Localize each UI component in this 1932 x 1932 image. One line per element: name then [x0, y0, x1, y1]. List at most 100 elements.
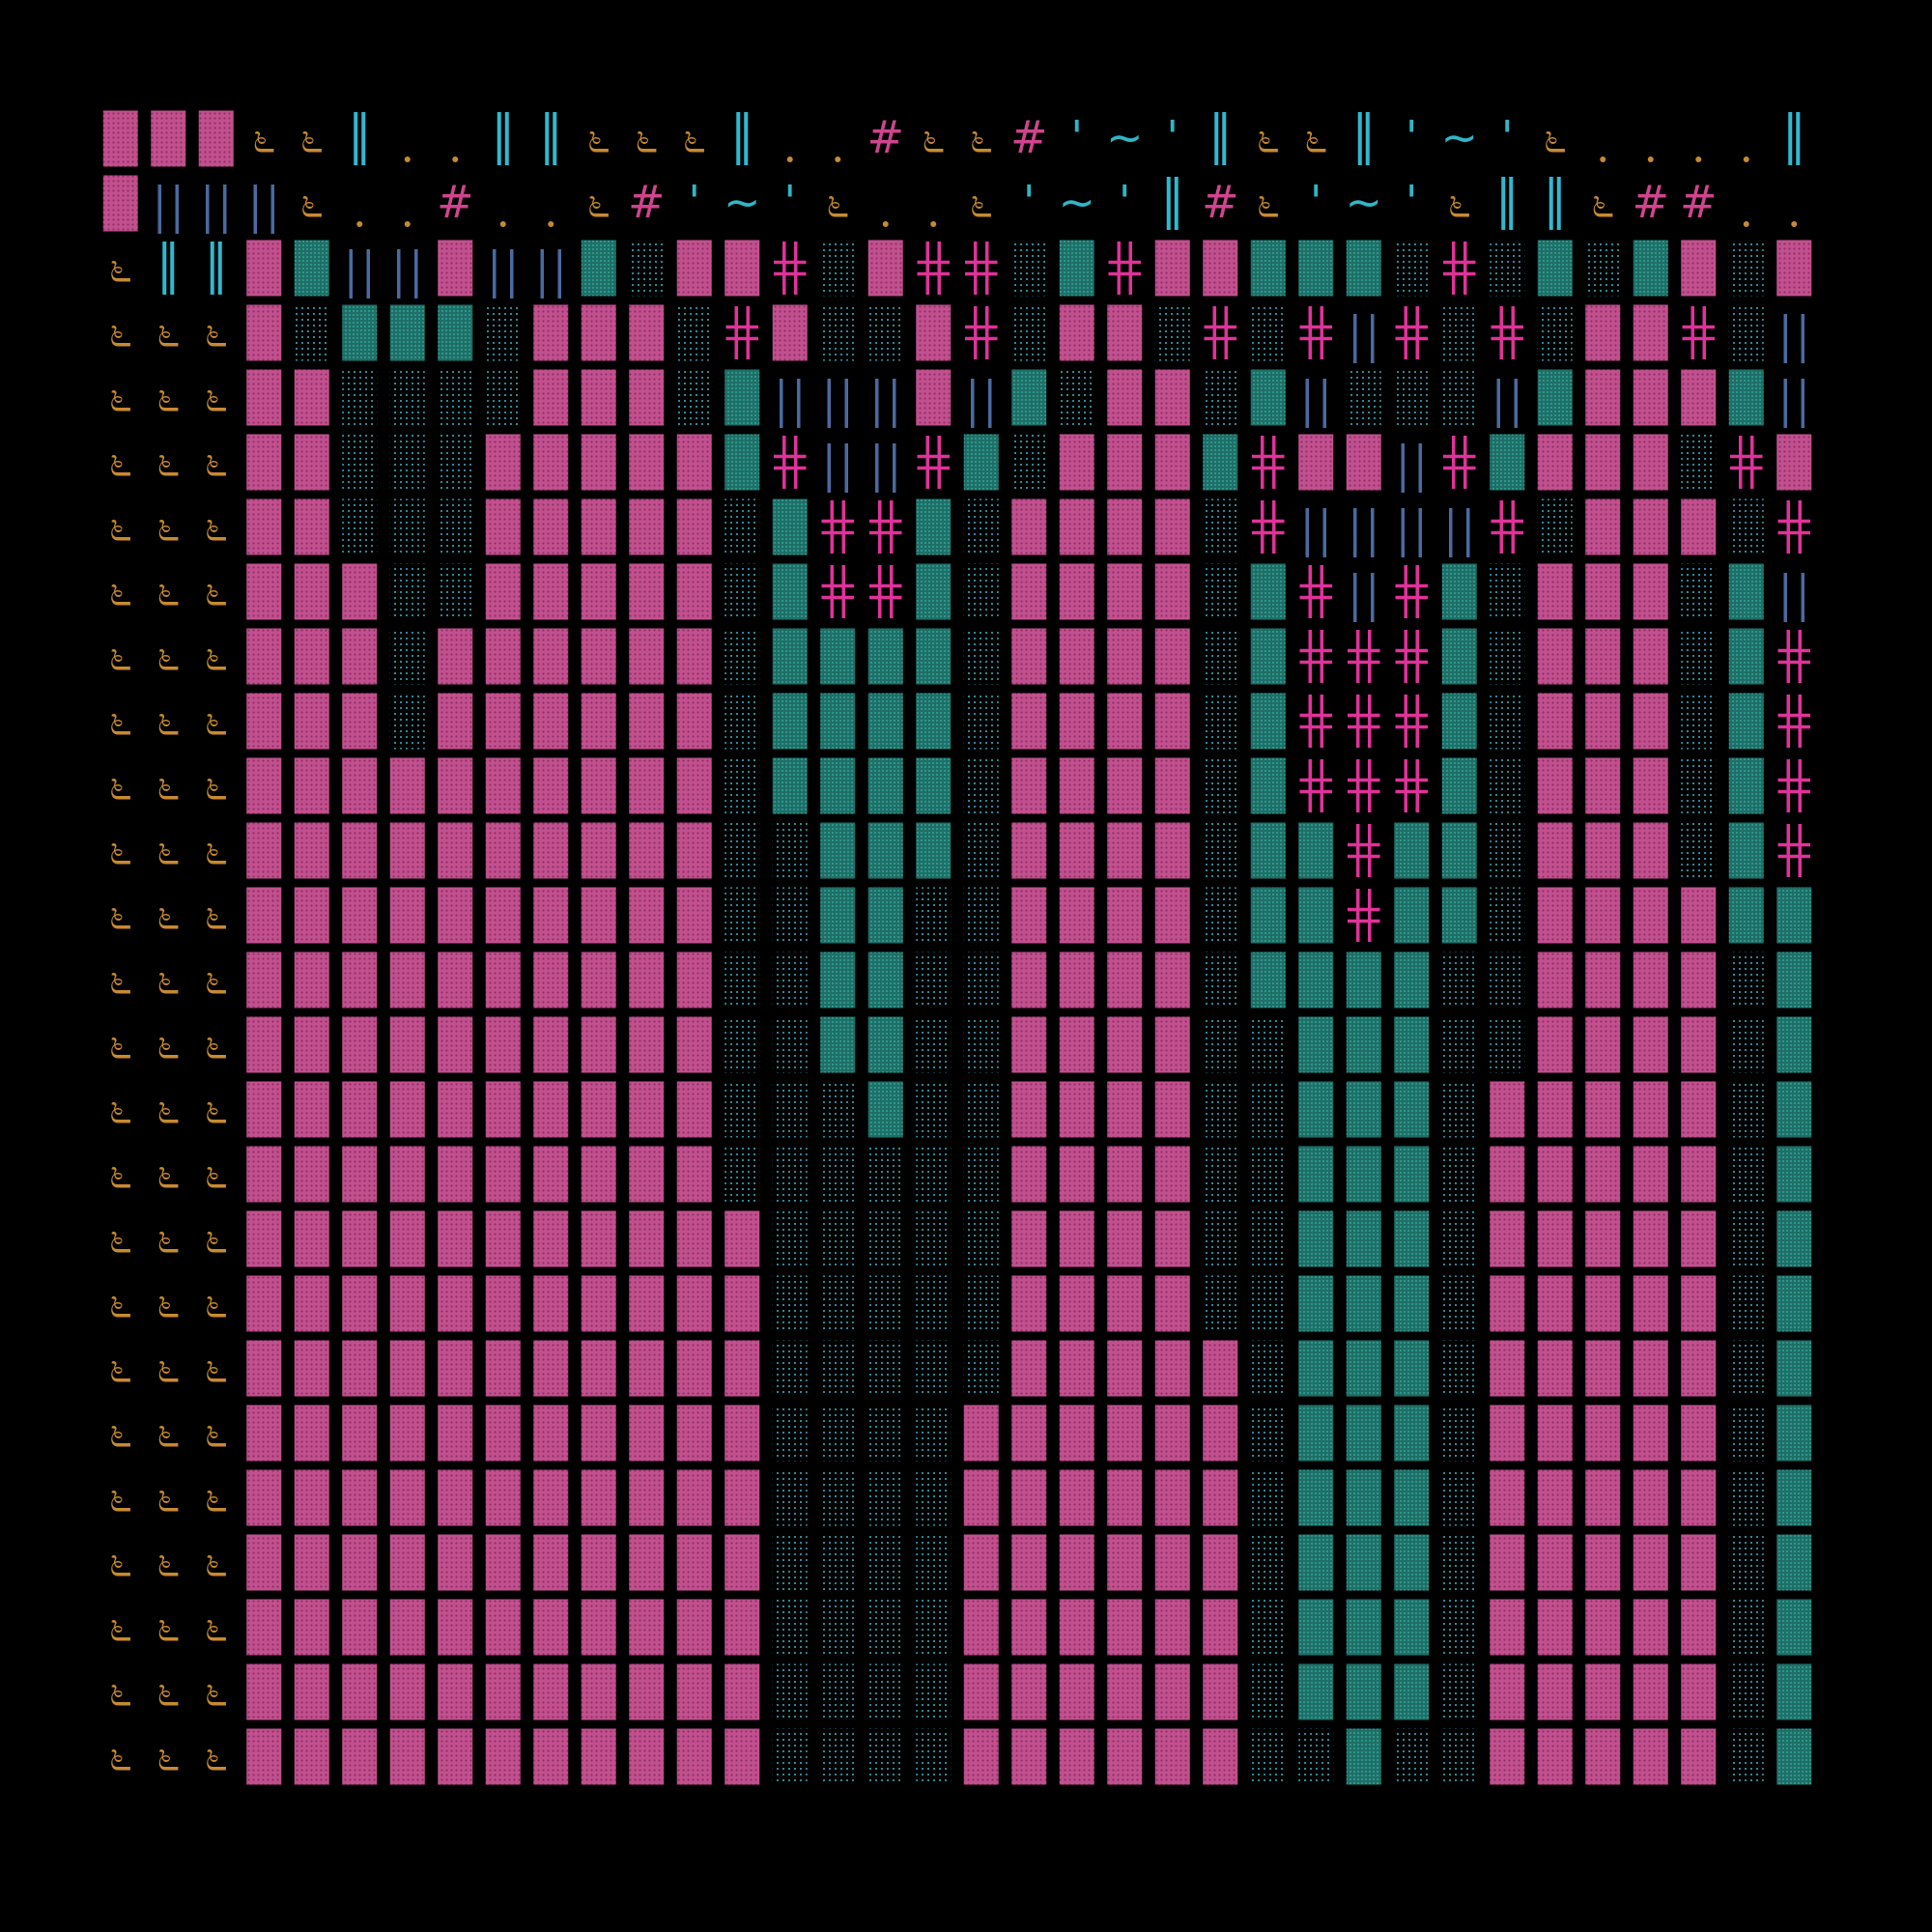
mosaic-cell	[1776, 952, 1812, 1009]
mosaic-cell	[438, 1210, 473, 1267]
mosaic-cell: ೬	[922, 114, 946, 163]
mosaic-cell	[294, 1469, 329, 1526]
mosaic-cell	[1728, 369, 1764, 426]
mosaic-cell	[533, 628, 569, 685]
mosaic-cell	[772, 498, 808, 555]
mosaic-cell	[1585, 628, 1621, 685]
mosaic-cell	[1203, 1340, 1238, 1397]
mosaic-cell: ೬	[204, 955, 228, 1005]
mosaic-cell	[1441, 1469, 1477, 1526]
mosaic-cell: '	[688, 176, 700, 228]
mosaic-cell	[867, 1663, 903, 1720]
mosaic-cell	[1681, 369, 1717, 426]
mosaic-cell	[1585, 1146, 1621, 1203]
mosaic-cell	[772, 1146, 808, 1203]
mosaic-cell	[1647, 156, 1654, 162]
mosaic-cell	[294, 1016, 329, 1073]
mosaic-cell	[1059, 1210, 1094, 1267]
mosaic-cell	[1203, 240, 1238, 297]
mosaic-cell	[342, 693, 378, 750]
mosaic-cell	[485, 1728, 521, 1785]
svg-text:೬: ೬	[156, 1667, 181, 1717]
mosaic-cell: ೬	[156, 826, 181, 875]
mosaic-cell	[1298, 1728, 1334, 1785]
mosaic-cell	[438, 1534, 473, 1591]
mosaic-cell	[1059, 369, 1094, 426]
mosaic-cell	[1441, 1210, 1477, 1267]
svg-text:೬: ೬	[108, 1344, 132, 1393]
mosaic-cell	[485, 563, 521, 620]
svg-text:೬: ೬	[252, 114, 276, 163]
svg-text:೬: ೬	[204, 1473, 228, 1522]
mosaic-cell: ೬	[204, 1279, 228, 1328]
mosaic-cell	[1728, 1016, 1764, 1073]
mosaic-cell: ೬	[156, 1473, 181, 1522]
mosaic-cell	[1346, 1728, 1381, 1785]
mosaic-cell	[1059, 628, 1094, 685]
mosaic-cell	[1395, 630, 1428, 683]
mosaic-cell	[1059, 693, 1094, 750]
mosaic-cell	[724, 1275, 760, 1332]
mosaic-cell	[1490, 1534, 1525, 1591]
mosaic-cell	[1728, 240, 1764, 297]
mosaic-cell	[1728, 1081, 1764, 1138]
mosaic-cell	[294, 369, 329, 426]
mosaic-cell	[1011, 434, 1047, 491]
mosaic-cell	[1059, 563, 1094, 620]
mosaic-cell	[294, 1210, 329, 1267]
mosaic-cell	[581, 1016, 616, 1073]
mosaic-cell	[827, 379, 848, 428]
mosaic-cell: ೬	[108, 567, 132, 616]
mosaic-cell	[772, 1663, 808, 1720]
mosaic-cell	[724, 1663, 760, 1720]
mosaic-cell	[1011, 1210, 1047, 1267]
mosaic-cell	[533, 822, 569, 879]
mosaic-cell: ೬	[969, 179, 993, 228]
mosaic-cell	[1203, 887, 1238, 944]
mosaic-cell	[867, 1405, 903, 1462]
mosaic-cell	[676, 369, 712, 426]
mosaic-cell	[1585, 1210, 1621, 1267]
mosaic-cell	[724, 1469, 760, 1526]
mosaic-cell	[1059, 757, 1094, 814]
mosaic-cell	[1353, 508, 1375, 557]
svg-text:೬: ೬	[156, 1020, 181, 1069]
mosaic-cell	[1252, 500, 1285, 554]
mosaic-cell	[1011, 628, 1047, 685]
mosaic-cell	[354, 112, 366, 165]
mosaic-cell	[246, 1146, 282, 1203]
mosaic-cell	[1250, 693, 1286, 750]
mosaic-cell	[1203, 1728, 1238, 1785]
mosaic-cell	[1682, 306, 1715, 359]
mosaic-cell	[485, 369, 521, 426]
mosaic-cell	[157, 185, 179, 234]
mosaic-cell	[246, 304, 282, 361]
mosaic-cell	[1730, 436, 1763, 489]
mosaic-cell	[1776, 1728, 1812, 1785]
mosaic-cell	[835, 156, 841, 162]
mosaic-cell	[1394, 1405, 1430, 1462]
mosaic-cell	[629, 1081, 665, 1138]
mosaic-cell	[629, 563, 665, 620]
svg-text:೬: ೬	[108, 308, 132, 357]
mosaic-cell	[1490, 1663, 1525, 1720]
mosaic-cell	[676, 1081, 712, 1138]
svg-text:೬: ೬	[1256, 179, 1280, 228]
svg-text:೬: ೬	[156, 761, 181, 810]
mosaic-cell	[1441, 1275, 1477, 1332]
mosaic-cell	[1537, 563, 1573, 620]
mosaic-cell	[1681, 1469, 1717, 1526]
mosaic-cell	[676, 1728, 712, 1785]
mosaic-cell	[342, 1340, 378, 1397]
mosaic-cell	[389, 887, 425, 944]
mosaic-cell: ~	[1345, 176, 1382, 228]
mosaic-cell	[485, 1210, 521, 1267]
mosaic-cell	[1585, 498, 1621, 555]
mosaic-cell	[1728, 1146, 1764, 1203]
svg-text:': '	[688, 176, 700, 228]
mosaic-cell	[1154, 757, 1190, 814]
mosaic-cell	[1250, 1663, 1286, 1720]
mosaic-cell	[1346, 1599, 1381, 1656]
